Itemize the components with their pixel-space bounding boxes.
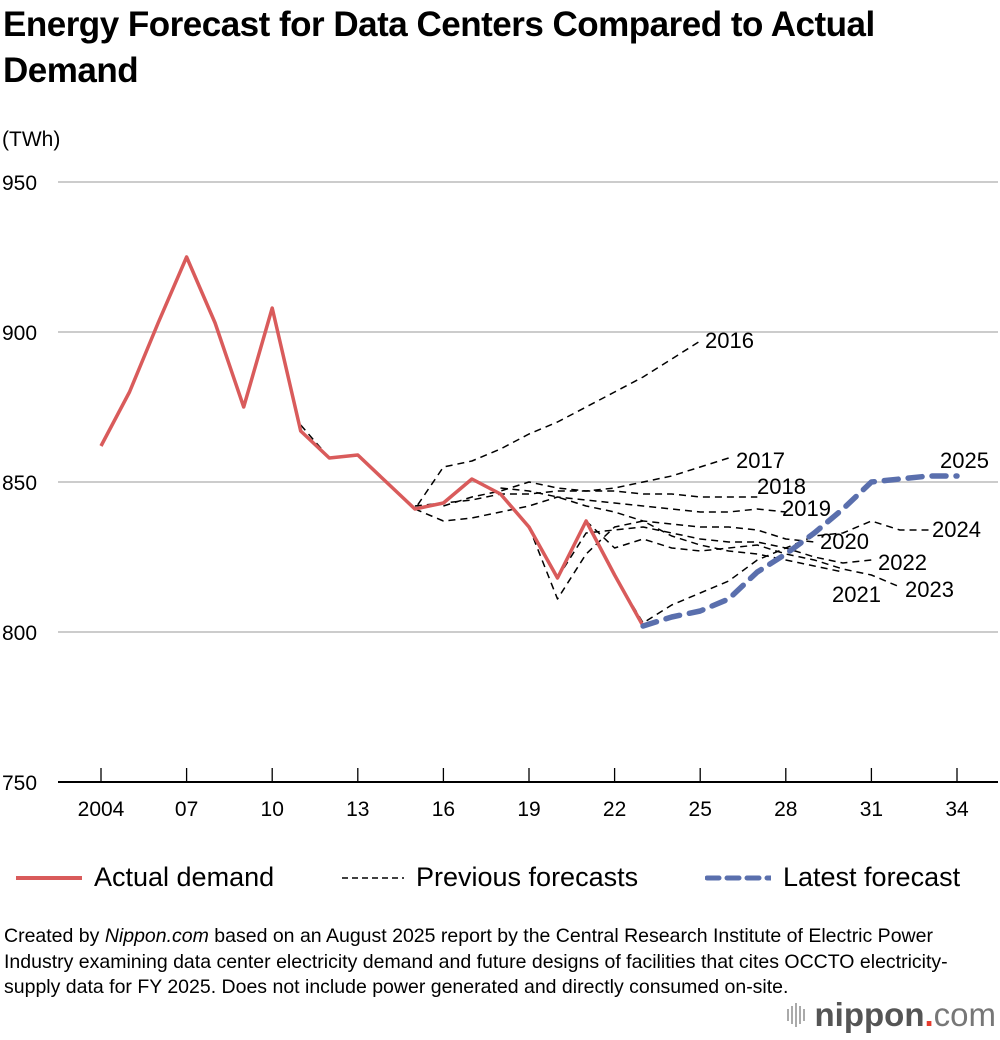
y-tick-label: 800 [2,622,37,645]
y-axis-unit-label: (TWh) [2,128,61,151]
series-line-2022 [556,526,872,579]
source-note: Created by Nippon.com based on an August… [4,924,994,1001]
x-tick-label: 07 [175,798,198,821]
logo-name: nippon [814,996,925,1033]
series-label: 2020 [820,529,869,554]
x-tick-label: 16 [432,798,455,821]
series-line-2021 [528,520,844,600]
x-tick-label: 31 [860,798,883,821]
logo-bars-icon [786,1003,807,1027]
series-line-2024 [613,520,929,624]
y-tick-label: 850 [2,472,37,495]
y-tick-label: 900 [2,322,37,345]
x-tick-label: 13 [346,798,369,821]
x-tick-label: 25 [689,798,712,821]
legend-swatch-solid-red [16,875,82,880]
legend-item-latest: Latest forecast [705,862,960,893]
y-tick-label: 950 [2,172,37,195]
legend-swatch-dashed-blue [705,875,771,880]
x-tick-label: 34 [945,798,969,821]
x-tick-label: 28 [774,798,797,821]
logo-dot: . [924,996,934,1033]
x-tick-label: 10 [261,798,284,821]
legend: Actual demand Previous forecasts Latest … [0,862,1000,898]
series-line-2017 [414,457,729,507]
chart-title: Energy Forecast for Data Centers Compare… [3,5,875,90]
logo-tld: com [933,996,996,1033]
gridlines [58,181,998,633]
source-text: based on an August 2025 report by the Ce… [4,925,948,998]
line-chart: 750 800 850 900 950 2004 07 10 13 16 19 22 25 28 31 34… [2,172,998,821]
y-tick-labels: 750 800 850 900 950 [2,172,37,795]
y-tick-label: 750 [2,772,37,795]
nippon-logo: nippon. com [786,996,996,1034]
legend-label: Previous forecasts [416,862,639,892]
series-line-2025 [640,473,960,629]
series-label: 2021 [832,582,881,607]
legend-item-actual: Actual demand [16,862,274,893]
series-line-2023 [585,520,901,588]
series-label: 2016 [705,328,754,353]
legend-label: Actual demand [94,862,275,892]
series-label: 2023 [905,577,954,602]
series-line-actual-demand [99,255,645,627]
series-label: 2024 [932,517,981,542]
series-label: 2019 [782,496,831,521]
x-axis: 2004 07 10 13 16 19 22 25 28 31 34 [58,768,998,821]
x-tick-label: 19 [517,798,540,821]
series-lines [99,255,960,629]
series-line-2018 [443,481,758,507]
series-line-2016 [300,340,701,510]
series-line-2019 [414,496,786,522]
x-tick-label: 2004 [78,798,125,821]
legend-swatch-dashed-black [342,876,404,879]
legend-item-previous: Previous forecasts [342,862,638,893]
x-tick-label: 22 [603,798,626,821]
series-label: 2017 [736,448,785,473]
source-name: Nippon.com [104,925,209,947]
series-label: 2018 [757,474,806,499]
series-label: 2022 [878,550,927,575]
series-label: 2025 [940,448,989,473]
series-line-2020 [500,487,815,543]
legend-label: Latest forecast [783,862,961,892]
source-prefix: Created by [4,925,105,947]
